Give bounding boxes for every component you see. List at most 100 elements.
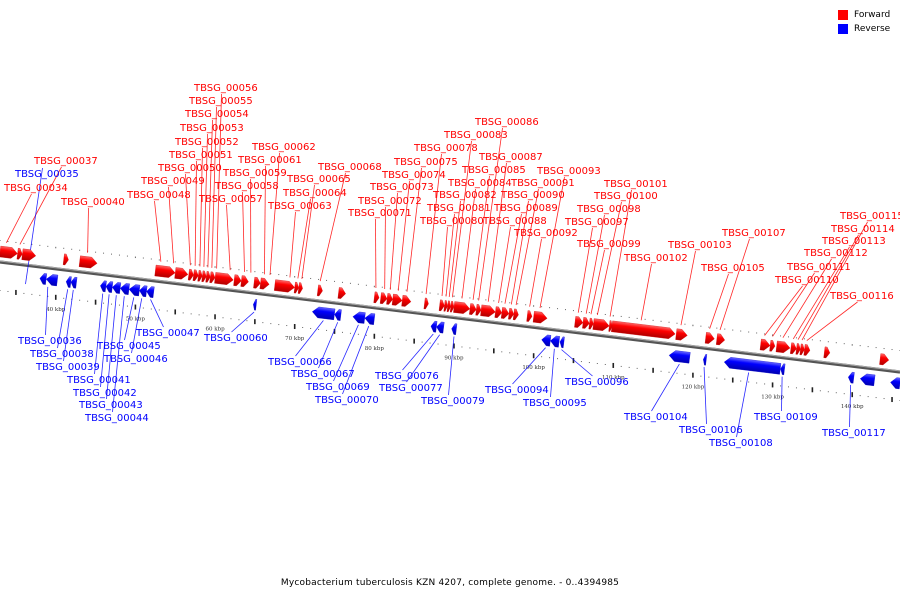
forward-feature[interactable] <box>16 248 23 260</box>
reverse-feature[interactable] <box>139 285 148 298</box>
feature-label[interactable]: TBSG_00043 <box>78 400 143 411</box>
feature-label[interactable]: TBSG_00055 <box>188 96 253 107</box>
feature-label[interactable]: TBSG_00106 <box>678 425 743 436</box>
feature-label[interactable]: TBSG_00070 <box>314 395 379 406</box>
forward-feature[interactable] <box>253 276 261 289</box>
forward-feature[interactable] <box>214 272 234 285</box>
feature-label[interactable]: TBSG_00058 <box>214 181 279 192</box>
feature-label[interactable]: TBSG_00071 <box>347 208 412 219</box>
forward-feature[interactable] <box>187 268 194 281</box>
forward-feature[interactable] <box>823 346 831 359</box>
feature-label[interactable]: TBSG_00056 <box>193 83 258 94</box>
feature-label[interactable]: TBSG_00111 <box>786 262 851 273</box>
reverse-feature[interactable] <box>120 283 130 295</box>
feature-label[interactable]: TBSG_00100 <box>593 191 658 202</box>
forward-feature[interactable] <box>386 293 393 305</box>
reverse-feature[interactable] <box>550 335 560 348</box>
feature-label[interactable]: TBSG_00116 <box>829 291 894 302</box>
feature-label[interactable]: TBSG_00080 <box>419 216 484 227</box>
feature-label[interactable]: TBSG_00096 <box>564 377 629 388</box>
feature-label[interactable]: TBSG_00090 <box>500 190 565 201</box>
forward-feature[interactable] <box>78 255 98 269</box>
forward-feature[interactable] <box>401 295 412 307</box>
feature-label[interactable]: TBSG_00061 <box>237 155 302 166</box>
feature-label[interactable]: TBSG_00103 <box>667 240 732 251</box>
reverse-feature[interactable] <box>451 323 458 335</box>
forward-feature[interactable] <box>259 277 270 290</box>
forward-feature[interactable] <box>209 271 216 284</box>
forward-feature[interactable] <box>500 307 510 319</box>
forward-feature[interactable] <box>574 316 584 328</box>
feature-label[interactable]: TBSG_00041 <box>66 375 131 386</box>
reverse-feature[interactable] <box>100 280 107 293</box>
feature-label[interactable]: TBSG_00084 <box>447 178 512 189</box>
feature-label[interactable]: TBSG_00053 <box>179 123 244 134</box>
feature-label[interactable]: TBSG_00039 <box>35 362 100 373</box>
forward-feature[interactable] <box>438 299 445 312</box>
forward-feature[interactable] <box>337 287 346 299</box>
feature-label[interactable]: TBSG_00112 <box>803 248 868 259</box>
feature-label[interactable]: TBSG_00036 <box>17 336 82 347</box>
forward-feature[interactable] <box>423 297 429 310</box>
reverse-feature[interactable] <box>436 321 445 334</box>
forward-feature[interactable] <box>526 310 533 322</box>
feature-label[interactable]: TBSG_00076 <box>374 371 439 382</box>
feature-label[interactable]: TBSG_00086 <box>474 117 539 128</box>
forward-feature[interactable] <box>21 248 37 262</box>
forward-feature[interactable] <box>803 344 811 356</box>
forward-feature[interactable] <box>759 338 771 351</box>
feature-label[interactable]: TBSG_00067 <box>290 369 355 380</box>
feature-label[interactable]: TBSG_00092 <box>513 228 578 239</box>
reverse-feature[interactable] <box>146 286 155 298</box>
forward-feature[interactable] <box>391 293 403 306</box>
feature-label[interactable]: TBSG_00048 <box>126 190 191 201</box>
feature-label[interactable]: TBSG_00110 <box>774 275 839 286</box>
feature-label[interactable]: TBSG_00078 <box>413 143 478 154</box>
reverse-feature[interactable] <box>46 274 59 287</box>
feature-label[interactable]: TBSG_00042 <box>72 388 137 399</box>
forward-feature[interactable] <box>508 308 514 320</box>
feature-label[interactable]: TBSG_00085 <box>461 165 526 176</box>
forward-feature[interactable] <box>0 245 18 259</box>
feature-label[interactable]: TBSG_00082 <box>432 190 497 201</box>
forward-feature[interactable] <box>174 267 189 280</box>
feature-label[interactable]: TBSG_00068 <box>317 162 382 173</box>
feature-label[interactable]: TBSG_00108 <box>708 438 773 449</box>
feature-label[interactable]: TBSG_00087 <box>478 152 543 163</box>
reverse-feature[interactable] <box>541 334 552 347</box>
feature-label[interactable]: TBSG_00037 <box>33 156 98 167</box>
forward-feature[interactable] <box>192 269 199 282</box>
forward-feature[interactable] <box>675 328 688 341</box>
forward-feature[interactable] <box>453 301 471 315</box>
feature-label[interactable]: TBSG_00074 <box>381 170 446 181</box>
feature-label[interactable]: TBSG_00098 <box>576 204 641 215</box>
feature-label[interactable]: TBSG_00095 <box>522 398 587 409</box>
forward-feature[interactable] <box>532 311 548 324</box>
feature-label[interactable]: TBSG_00059 <box>222 168 287 179</box>
feature-label[interactable]: TBSG_00109 <box>753 412 818 423</box>
feature-label[interactable]: TBSG_00097 <box>564 217 629 228</box>
reverse-feature[interactable] <box>128 284 141 297</box>
reverse-feature[interactable] <box>70 276 78 289</box>
reverse-feature[interactable] <box>312 306 336 321</box>
forward-feature[interactable] <box>611 320 676 340</box>
forward-feature[interactable] <box>588 317 594 330</box>
forward-feature[interactable] <box>799 343 805 356</box>
forward-feature[interactable] <box>879 353 890 366</box>
forward-feature[interactable] <box>475 304 482 316</box>
feature-label[interactable]: TBSG_00051 <box>168 150 233 161</box>
feature-label[interactable]: TBSG_00079 <box>420 396 485 407</box>
reverse-feature[interactable] <box>780 363 786 376</box>
feature-label[interactable]: TBSG_00101 <box>603 179 668 190</box>
feature-label[interactable]: TBSG_00063 <box>267 201 332 212</box>
forward-feature[interactable] <box>205 271 211 283</box>
forward-feature[interactable] <box>469 303 477 315</box>
feature-label[interactable]: TBSG_00107 <box>721 228 786 239</box>
reverse-feature[interactable] <box>334 309 342 321</box>
feature-label[interactable]: TBSG_00060 <box>203 333 268 344</box>
forward-feature[interactable] <box>240 275 249 288</box>
feature-label[interactable]: TBSG_00045 <box>96 341 161 352</box>
reverse-feature[interactable] <box>364 313 376 325</box>
forward-feature[interactable] <box>316 284 323 297</box>
feature-label[interactable]: TBSG_00062 <box>251 142 316 153</box>
